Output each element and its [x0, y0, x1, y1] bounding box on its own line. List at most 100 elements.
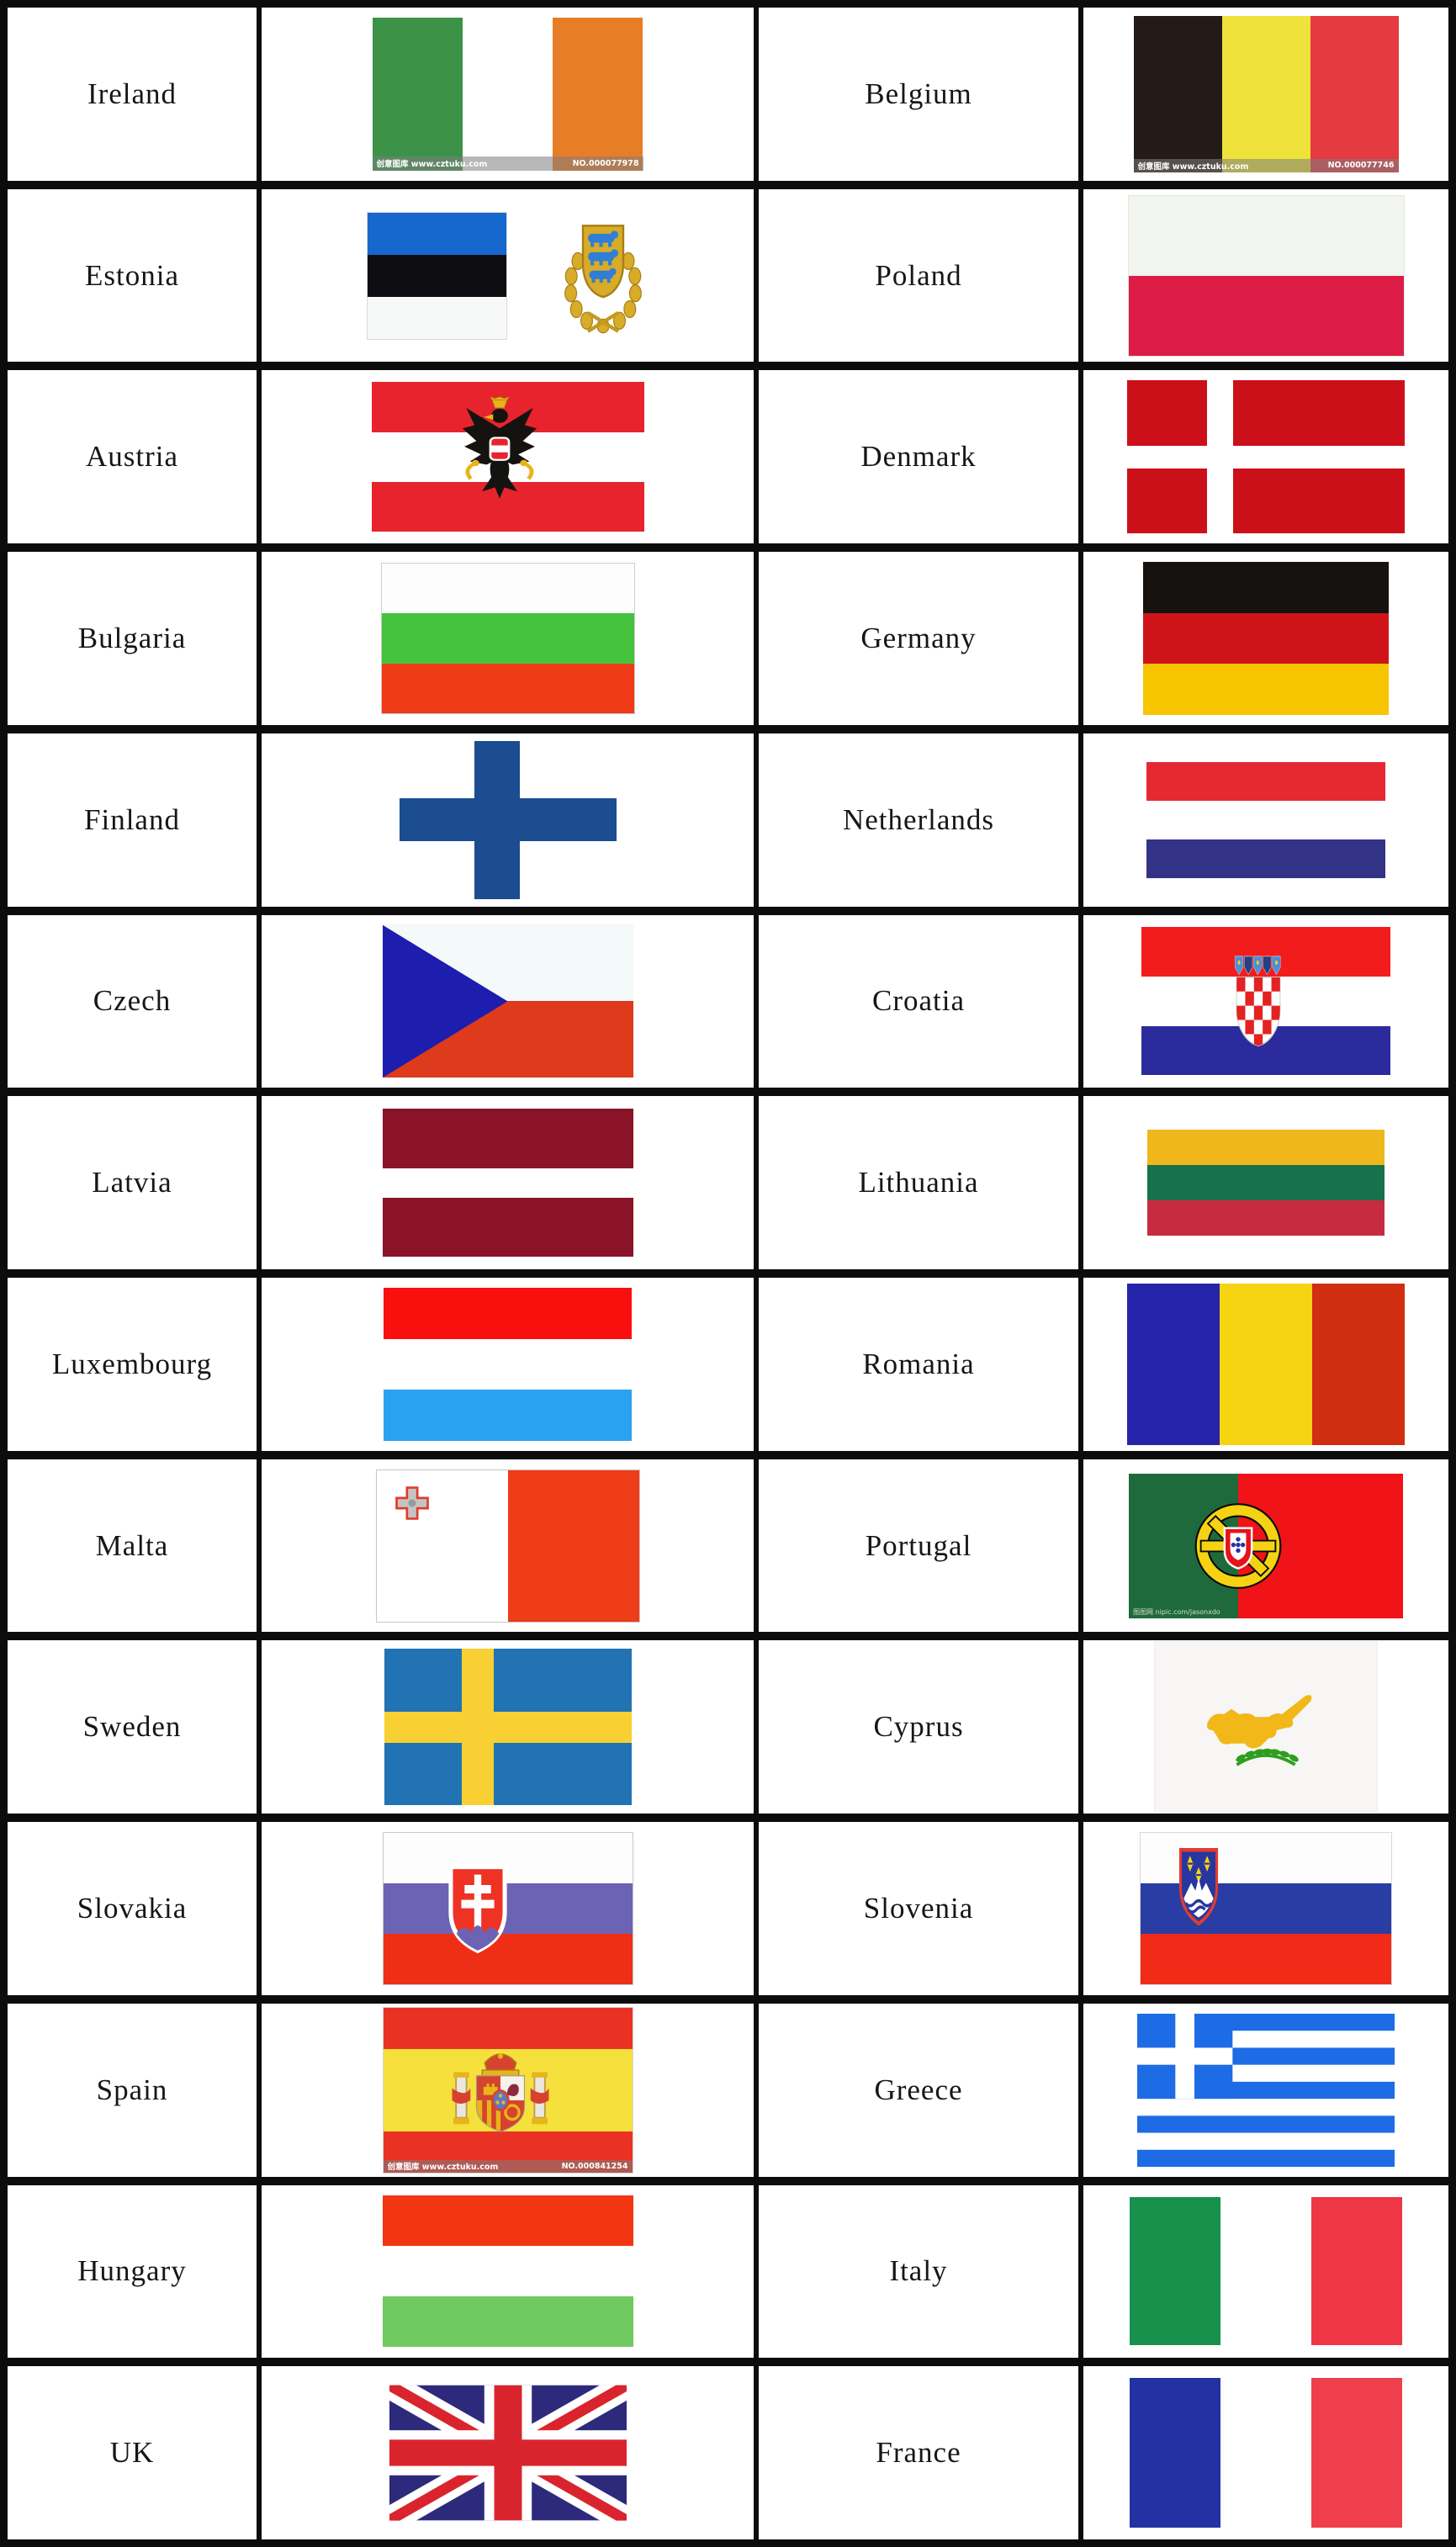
flag-stripe — [1128, 275, 1404, 356]
flag-cell-spain: 创意图库 www.cztuku.com NO.000841254 — [262, 2003, 754, 2177]
flag-stripe — [1147, 1130, 1385, 1166]
flag-image-belgium: 创意图库 www.cztuku.com NO.000077746 — [1133, 15, 1399, 172]
flag-image-estonia — [367, 211, 649, 340]
flag-croatia — [1141, 927, 1390, 1076]
watermark-text-right: NO.000841254 — [561, 2161, 628, 2171]
flag-stripe — [381, 663, 634, 713]
country-label-denmark: Denmark — [860, 440, 977, 474]
flag-uk — [381, 2366, 634, 2539]
watermark-text-left: 图图网 nipic.com/jasonxdo — [1133, 1608, 1220, 1617]
flag-stripe — [1146, 761, 1385, 801]
flag-stripe — [1143, 612, 1389, 665]
flag-germany — [1143, 561, 1389, 715]
country-label-latvia: Latvia — [92, 1166, 172, 1199]
country-label-malta: Malta — [95, 1528, 169, 1562]
flag-image-france — [1130, 2378, 1402, 2528]
label-cell-ireland: Ireland — [8, 8, 257, 181]
watermark-bar: 创意图库 www.cztuku.com NO.000077746 — [1133, 158, 1399, 172]
flag-poland — [1127, 194, 1405, 357]
flag-stripe — [368, 212, 506, 255]
country-label-portugal: Portugal — [865, 1528, 972, 1562]
flag-sweden — [384, 1649, 632, 1806]
country-label-bulgaria: Bulgaria — [77, 621, 187, 654]
flag-stripe — [1141, 1933, 1391, 1984]
flag-cell-greece — [1083, 2003, 1448, 2177]
flag-denmark — [1127, 380, 1405, 534]
label-cell-denmark: Denmark — [759, 370, 1078, 544]
flag-stripe — [1311, 2378, 1402, 2528]
flag-stripe — [372, 17, 463, 171]
label-cell-france: France — [759, 2366, 1078, 2539]
label-cell-austria: Austria — [8, 370, 257, 544]
watermark-text-left: 创意图库 www.cztuku.com — [387, 2163, 499, 2173]
flag-stripe — [1146, 839, 1385, 878]
flag-stripe — [384, 1338, 632, 1390]
label-cell-finland: Finland — [8, 733, 257, 907]
country-label-italy: Italy — [889, 2254, 948, 2288]
watermark-bar: 图图网 nipic.com/jasonxdo — [1129, 1607, 1403, 1618]
country-label-slovenia: Slovenia — [863, 1891, 974, 1925]
flag-image-latvia — [382, 1109, 633, 1258]
country-label-hungary: Hungary — [77, 2254, 187, 2288]
flag-stripe — [1128, 195, 1404, 276]
label-cell-estonia: Estonia — [8, 188, 257, 363]
flag-image-romania — [1127, 1283, 1405, 1445]
nordic-cross-field — [399, 740, 617, 899]
flag-cell-malta — [262, 1459, 754, 1633]
slovenia-shield-icon — [1177, 1845, 1220, 1930]
country-label-croatia: Croatia — [871, 984, 966, 1018]
watermark-text-left: 创意图库 www.cztuku.com — [376, 160, 488, 170]
flag-romania — [1127, 1283, 1405, 1445]
slovakia-shield-icon — [445, 1860, 510, 1957]
flag-stripe — [1311, 2197, 1402, 2346]
country-label-estonia: Estonia — [85, 258, 179, 292]
flag-stripe — [1220, 2378, 1311, 2528]
flag-stripe — [382, 2246, 633, 2297]
flag-stripe — [368, 296, 506, 339]
flag-image-hungary — [382, 2195, 633, 2348]
country-label-france: France — [876, 2436, 961, 2470]
flag-stripe — [1130, 2378, 1220, 2528]
flag-cell-cyprus — [1083, 1640, 1448, 1814]
flag-stripe — [381, 563, 634, 614]
flag-cell-portugal: 图图网 nipic.com/jasonxdo — [1083, 1459, 1448, 1633]
flag-stripe — [383, 1832, 633, 1883]
flag-stripe — [1220, 2197, 1311, 2346]
flag-cell-belgium: 创意图库 www.cztuku.com NO.000077746 — [1083, 8, 1448, 181]
flag-luxembourg — [384, 1287, 632, 1441]
flag-spain: 创意图库 www.cztuku.com NO.000841254 — [382, 2006, 633, 2174]
flag-stripe — [1127, 1283, 1220, 1445]
flag-stripe — [1146, 800, 1385, 839]
flag-stripe — [384, 1390, 632, 1441]
flag-stripe — [1312, 1283, 1405, 1445]
flag-image-croatia — [1141, 927, 1390, 1076]
label-cell-poland: Poland — [759, 188, 1078, 363]
malta-cross-icon — [393, 1485, 431, 1522]
country-label-greece: Greece — [874, 2073, 963, 2106]
country-label-luxembourg: Luxembourg — [51, 1347, 213, 1380]
flag-stripe — [368, 254, 506, 297]
flag-czech — [382, 924, 633, 1078]
flag-cell-czech — [262, 914, 754, 1088]
flag-stripe — [1130, 2197, 1220, 2346]
flag-cell-uk — [262, 2366, 754, 2539]
label-cell-italy: Italy — [759, 2184, 1078, 2359]
portugal-sphere-icon — [1194, 1501, 1284, 1591]
greece-flag-icon — [1137, 2013, 1395, 2167]
country-label-slovakia: Slovakia — [77, 1891, 188, 1925]
flag-finland — [399, 740, 617, 899]
flag-cell-germany — [1083, 552, 1448, 725]
flag-image-spain: 创意图库 www.cztuku.com NO.000841254 — [382, 2006, 633, 2174]
country-label-netherlands: Netherlands — [842, 802, 995, 836]
watermark-text-right: NO.000077978 — [572, 158, 639, 168]
flag-cell-sweden — [262, 1640, 754, 1814]
flag-estonia — [367, 211, 507, 340]
flag-cell-bulgaria — [262, 552, 754, 725]
spain-arms-icon — [447, 2051, 552, 2137]
label-cell-czech: Czech — [8, 914, 257, 1088]
flag-cell-lithuania — [1083, 1096, 1448, 1269]
label-cell-hungary: Hungary — [8, 2184, 257, 2359]
flag-image-slovakia — [382, 1831, 633, 1985]
flag-image-germany — [1143, 561, 1389, 715]
label-cell-bulgaria: Bulgaria — [8, 552, 257, 725]
